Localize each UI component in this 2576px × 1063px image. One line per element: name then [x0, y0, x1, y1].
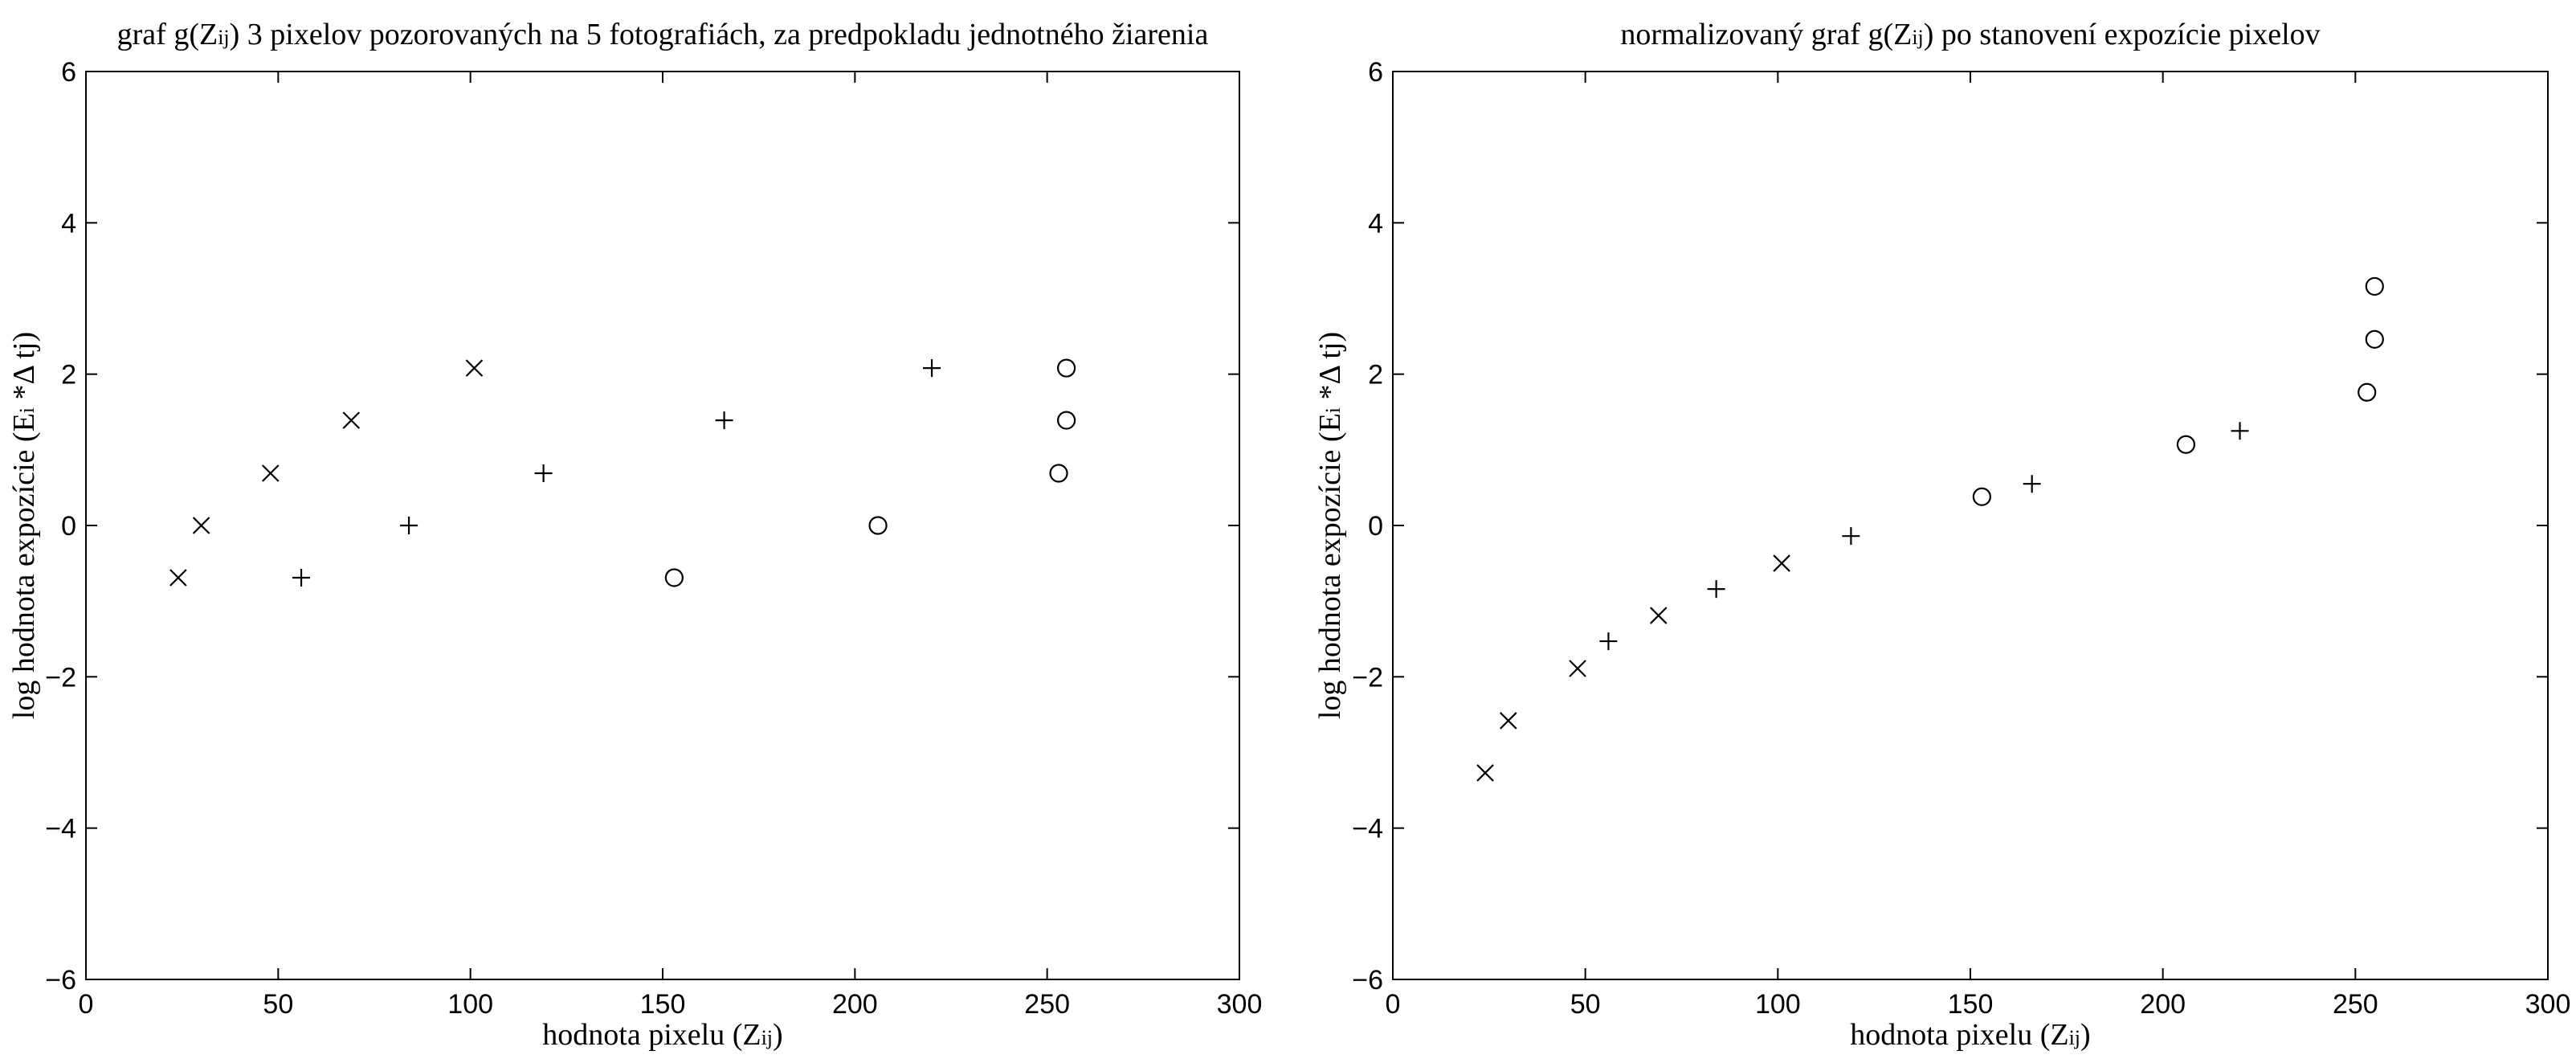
circle-marker — [2358, 382, 2377, 402]
x-tick-label: 50 — [263, 989, 293, 1020]
y-tick-label: 6 — [61, 57, 76, 88]
plus-marker — [715, 411, 733, 430]
x-marker — [1569, 660, 1586, 677]
x-marker — [261, 464, 280, 482]
y-tick-label: 6 — [1368, 57, 1383, 88]
circle-marker — [1049, 464, 1068, 483]
x-axis-label-part: ) — [2080, 1018, 2091, 1052]
circle-marker — [868, 516, 888, 535]
chart-title: normalizovaný graf g(Zij) po stanovení e… — [1620, 18, 2320, 51]
circle-marker — [1056, 411, 1076, 430]
chart-title-part: ) po stanovení expozície pixelov — [1924, 18, 2321, 51]
chart-title: graf g(Zij) 3 pixelov pozorovaných na 5 … — [117, 18, 1209, 51]
x-tick-label: 300 — [1217, 989, 1263, 1020]
x-axis-label: hodnota pixelu (Zij) — [542, 1018, 782, 1052]
y-tick-label: 0 — [61, 511, 76, 542]
chart-title-part: ij — [1912, 26, 1923, 49]
plus-marker — [1707, 580, 1725, 599]
x-tick-label: 250 — [2333, 989, 2378, 1020]
y-tick-label: −6 — [1352, 965, 1383, 996]
y-tick-label: −6 — [45, 965, 76, 996]
y-tick-label: −2 — [45, 662, 76, 693]
y-tick-label: −4 — [1352, 814, 1383, 844]
circle-marker — [2365, 329, 2384, 349]
plus-marker — [1599, 632, 1618, 651]
x-axis-label-part: ij — [761, 1026, 773, 1049]
plus-marker — [400, 517, 418, 534]
plus-marker — [2231, 422, 2249, 440]
x-tick-label: 100 — [447, 989, 493, 1020]
x-tick-label: 300 — [2525, 989, 2571, 1020]
y-tick-label: 2 — [61, 360, 76, 390]
y-tick-label: 4 — [1368, 208, 1383, 239]
plus-marker — [292, 568, 311, 587]
chart-title-part: normalizovaný graf g(Z — [1620, 18, 1912, 51]
x-marker — [1773, 554, 1790, 572]
x-marker — [169, 569, 187, 587]
y-axis-label-part: log hodnota expozície (E — [1313, 413, 1347, 719]
x-axis-label: hodnota pixelu (Zij) — [1850, 1018, 2090, 1052]
y-tick-label: 0 — [1368, 511, 1383, 542]
x-marker — [1500, 712, 1517, 730]
x-marker — [465, 359, 484, 377]
y-tick-label: 4 — [61, 208, 76, 239]
chart-title-part: ij — [218, 26, 229, 49]
y-tick-label: 2 — [1368, 360, 1383, 390]
y-axis-label-part: log hodnota expozície (E — [7, 413, 41, 719]
right-plot: 0 50 100 150 200 250 300 −6 −4 −2 0 2 4 6 normalizovan… — [1313, 18, 2570, 1052]
x-tick-label: 200 — [2140, 989, 2186, 1020]
y-axis-label-part: *Δ tj) — [1313, 332, 1347, 407]
x-marker — [192, 517, 210, 534]
axes-frame — [85, 71, 1240, 980]
plus-marker — [923, 359, 941, 378]
x-tick-label: 150 — [1948, 989, 1994, 1020]
circle-marker — [2176, 435, 2196, 454]
plus-marker — [534, 464, 553, 483]
circle-marker — [1056, 358, 1076, 378]
circle-marker — [664, 568, 684, 587]
y-tick-label: −4 — [45, 814, 76, 844]
chart-title-part: graf g(Z — [117, 18, 218, 51]
x-tick-label: 0 — [1386, 989, 1401, 1020]
y-axis-label-part: i — [1321, 407, 1345, 413]
circle-marker — [1972, 487, 1991, 506]
plus-marker — [1842, 527, 1860, 546]
x-tick-label: 150 — [640, 989, 686, 1020]
x-tick-label: 50 — [1570, 989, 1601, 1020]
x-tick-label: 100 — [1755, 989, 1801, 1020]
x-axis-label-part: ) — [773, 1018, 783, 1052]
x-tick-label: 0 — [79, 989, 94, 1020]
axes-frame — [1392, 71, 2549, 980]
y-axis-label: log hodnota expozície (Ei *Δ tj) — [1313, 332, 1347, 719]
plus-marker — [2023, 475, 2041, 493]
x-axis-label-part: hodnota pixelu (Z — [542, 1018, 761, 1052]
x-axis-label-part: ij — [2069, 1026, 2080, 1049]
y-axis-label: log hodnota expozície (Ei *Δ tj) — [7, 332, 41, 719]
x-marker — [1476, 764, 1494, 782]
x-marker — [1649, 607, 1668, 624]
chart-title-part: ) 3 pixelov pozorovaných na 5 fotografiá… — [230, 18, 1209, 51]
x-marker — [342, 411, 361, 429]
circle-marker — [2365, 276, 2384, 296]
y-axis-label-part: i — [15, 407, 39, 413]
y-axis-label-part: *Δ tj) — [7, 332, 41, 407]
x-tick-label: 250 — [1024, 989, 1070, 1020]
y-tick-label: −2 — [1352, 662, 1383, 693]
x-tick-label: 200 — [832, 989, 878, 1020]
x-axis-label-part: hodnota pixelu (Z — [1850, 1018, 2068, 1052]
